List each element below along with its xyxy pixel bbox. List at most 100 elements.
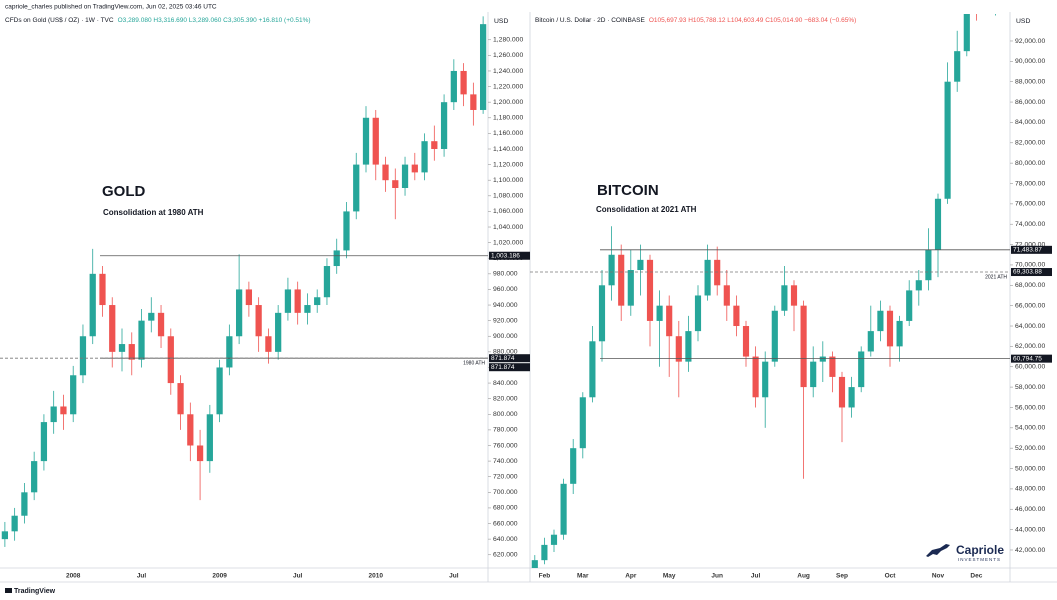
candle-body <box>646 259 654 321</box>
y-tick-label: 68,000.00 <box>1015 282 1045 289</box>
y-tick-label: 820.000 <box>493 395 518 402</box>
y-tick-label: 56,000.00 <box>1015 404 1045 411</box>
y-tick-label: 1,120.000 <box>493 161 523 168</box>
logo: Capriole INVESTMENTS <box>926 543 1004 562</box>
candle-body <box>167 336 174 384</box>
candle-body <box>60 406 67 415</box>
candle-body <box>925 249 932 281</box>
candle-body <box>541 544 548 561</box>
candle-body <box>431 141 438 149</box>
candle-body <box>829 356 836 377</box>
candle-body <box>589 341 596 398</box>
candle-body <box>118 344 126 352</box>
x-tick-label: 2010 <box>369 573 384 580</box>
level-label-box <box>1011 354 1052 363</box>
y-tick-label: 800.000 <box>493 411 518 418</box>
x-tick-label: Jul <box>137 573 147 580</box>
y-tick-label: 60,000.00 <box>1015 364 1045 371</box>
candle-body <box>479 24 487 110</box>
level-label: 1,003.186 <box>491 252 520 259</box>
y-tick-label: 46,000.00 <box>1015 506 1045 513</box>
candle-body <box>245 289 253 306</box>
x-tick-label: Jul <box>449 573 459 580</box>
y-tick-label: 1,280.000 <box>493 37 523 44</box>
y-tick-label: 88,000.00 <box>1015 78 1045 85</box>
y-tick-label: 92,000.00 <box>1015 38 1045 45</box>
currency: USD <box>494 18 508 25</box>
candle-body <box>196 445 204 462</box>
logo-tagline: INVESTMENTS <box>958 557 1001 562</box>
x-tick-label: Dec <box>970 573 982 580</box>
y-tick-label: 980.000 <box>493 271 518 278</box>
candle-body <box>79 336 87 376</box>
candle-body <box>333 250 340 267</box>
candle-body <box>343 211 350 251</box>
x-tick-label: Aug <box>797 573 810 580</box>
y-tick-label: 1,160.000 <box>493 130 523 137</box>
y-tick-label: 1,080.000 <box>493 193 523 200</box>
candle-body <box>790 285 798 306</box>
x-tick-label: Feb <box>539 573 551 580</box>
candle-body <box>450 70 457 103</box>
y-tick-label: 940.000 <box>493 302 518 309</box>
y-tick-label: 84,000.00 <box>1015 119 1045 126</box>
candle-body <box>963 14 970 52</box>
candle-body <box>187 414 194 446</box>
candle-body <box>608 254 615 286</box>
candles <box>1 16 487 547</box>
y-tick-label: 1,020.000 <box>493 239 523 246</box>
candle-body <box>886 310 894 347</box>
level-label-box <box>489 354 530 363</box>
candle-body <box>570 448 577 484</box>
candle-body <box>531 560 538 568</box>
y-tick-label: 82,000.00 <box>1015 140 1045 147</box>
candle-body <box>177 383 184 415</box>
candle-body <box>294 289 301 313</box>
y-tick-label: 64,000.00 <box>1015 323 1045 330</box>
level-label-box <box>489 251 530 260</box>
candle-body <box>733 305 740 327</box>
candle-body <box>372 117 379 165</box>
y-tick-label: 760.000 <box>493 442 518 449</box>
candle-body <box>627 270 634 306</box>
candle-body <box>906 290 913 321</box>
candle-body <box>694 295 702 332</box>
x-tick-label: May <box>663 573 676 580</box>
level-label: 871.874 <box>491 364 515 371</box>
y-tick-label: 1,140.000 <box>493 146 523 153</box>
y-tick-label: 1,240.000 <box>493 68 523 75</box>
level-label: 71,483.87 <box>1013 247 1042 254</box>
y-tick-label: 1,220.000 <box>493 83 523 90</box>
candle-body <box>877 310 884 332</box>
y-tick-label: 960.000 <box>493 286 518 293</box>
annotation-title: BITCOIN <box>597 182 659 199</box>
candle-body <box>704 259 711 296</box>
y-tick-label: 1,180.000 <box>493 115 523 122</box>
x-tick-label: 2008 <box>66 573 81 580</box>
candle-body <box>915 280 922 291</box>
y-tick-label: 680.000 <box>493 505 518 512</box>
candle-body <box>157 312 165 337</box>
legend-symbol: CFDs on Gold (US$ / OZ) · 1W · TVC <box>5 17 114 24</box>
candle-body <box>752 356 759 398</box>
candle-body <box>323 266 331 298</box>
y-tick-label: 1,260.000 <box>493 52 523 59</box>
level-note: 1980 ATH <box>463 361 485 367</box>
x-tick-label: Apr <box>625 573 637 580</box>
candle-body <box>858 351 865 388</box>
candle-body <box>128 344 135 360</box>
candle-body <box>362 117 370 165</box>
level-label: 871.874 <box>491 355 515 362</box>
candle-body <box>89 273 96 337</box>
x-tick-label: Oct <box>885 573 897 580</box>
candle-body <box>70 375 77 415</box>
candle-body <box>411 164 418 173</box>
candle-body <box>800 305 807 388</box>
annotation-subtitle: Consolidation at 2021 ATH <box>596 205 697 214</box>
candle-body <box>944 81 951 199</box>
footer: TradingView <box>14 588 56 595</box>
y-tick-label: 700.000 <box>493 489 518 496</box>
candle-body <box>896 320 903 347</box>
legend-ohlc: O3,289.080 H3,316.690 L3,289.060 C3,305.… <box>118 17 311 24</box>
candle-body <box>781 285 788 311</box>
